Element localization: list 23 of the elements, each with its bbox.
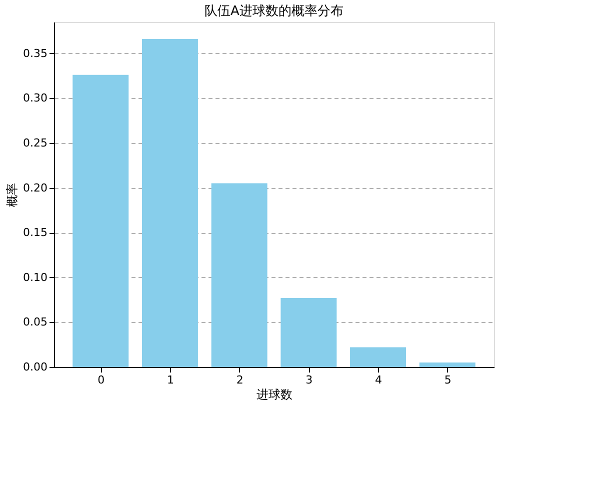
x-tick-label: 2 bbox=[236, 374, 244, 386]
bar bbox=[142, 39, 198, 367]
y-tick-label: 0.20 bbox=[23, 181, 48, 194]
x-tick-label: 0 bbox=[98, 374, 105, 386]
y-tick-label: 0.05 bbox=[23, 316, 48, 329]
x-axis-title: 进球数 bbox=[256, 388, 292, 402]
x-tick-label: 3 bbox=[306, 374, 313, 386]
y-tick-label: 0.25 bbox=[23, 136, 48, 150]
bar bbox=[211, 183, 268, 367]
chart-title: 队伍A进球数的概率分布 bbox=[204, 3, 344, 19]
y-tick-label: 0.00 bbox=[23, 360, 48, 374]
y-axis-title: 概率 bbox=[5, 183, 20, 207]
bar bbox=[350, 347, 406, 367]
x-tick-label: 4 bbox=[375, 374, 382, 386]
y-tick-label: 0.30 bbox=[23, 92, 48, 105]
bar bbox=[280, 298, 337, 367]
x-tick-label: 1 bbox=[166, 374, 174, 386]
x-tick-label: 5 bbox=[444, 374, 452, 386]
bar bbox=[72, 74, 129, 367]
bar bbox=[419, 362, 476, 367]
y-tick-label: 0.10 bbox=[23, 270, 48, 284]
y-tick-label: 0.35 bbox=[23, 46, 48, 60]
y-tick-label: 0.15 bbox=[23, 226, 48, 240]
